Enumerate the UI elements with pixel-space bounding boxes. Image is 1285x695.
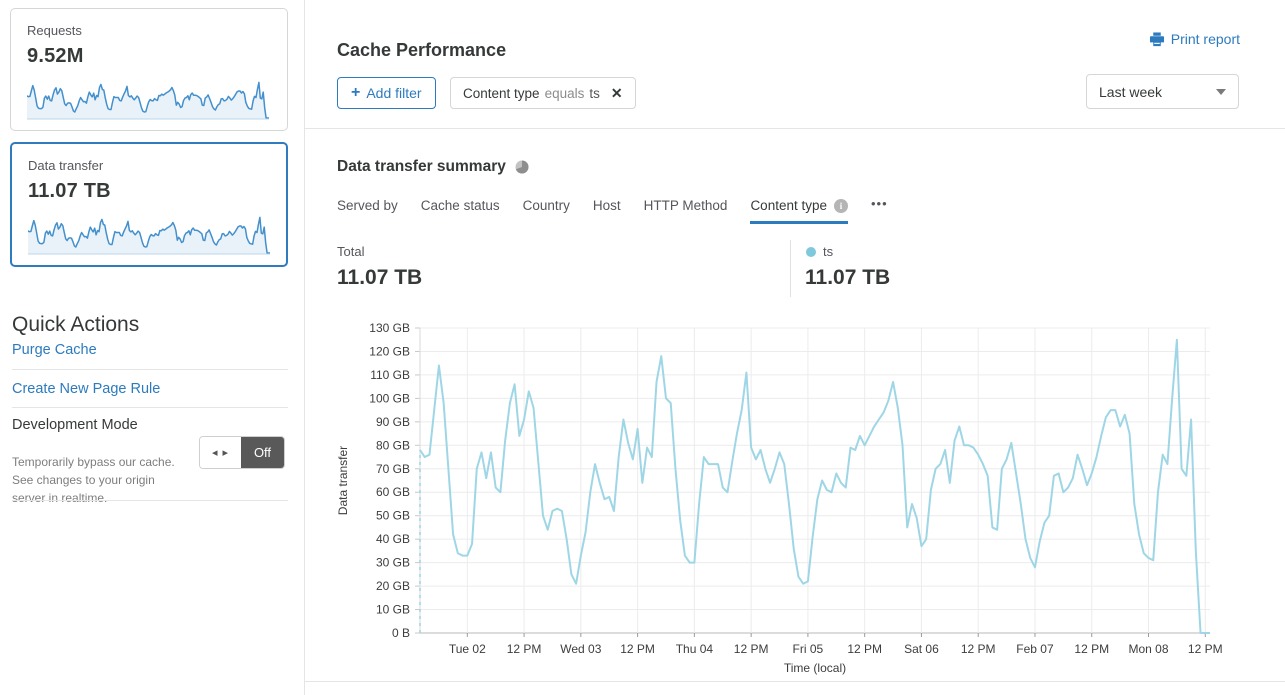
tab-country[interactable]: Country [523,198,570,224]
svg-text:12 PM: 12 PM [507,642,542,656]
total-label: Total [337,244,365,259]
svg-text:80 GB: 80 GB [376,438,410,452]
divider [305,128,1285,129]
dev-mode-toggle[interactable]: ◂ ▸ Off [199,436,285,469]
data-transfer-card[interactable]: Data transfer 11.07 TB [10,142,288,267]
total-value: 11.07 TB [337,266,423,289]
requests-card-label: Requests [27,23,82,38]
sidebar: Requests 9.52M Data transfer 11.07 TB Qu… [0,0,305,695]
requests-sparkline [27,81,269,120]
dev-mode-title: Development Mode [12,417,138,433]
add-filter-button[interactable]: + Add filter [337,77,436,109]
divider [790,240,791,297]
svg-text:90 GB: 90 GB [376,415,410,429]
svg-text:60 GB: 60 GB [376,485,410,499]
print-report-link[interactable]: Print report [1149,31,1240,47]
filter-value: ts [589,85,600,101]
plus-icon: + [351,83,361,101]
svg-text:12 PM: 12 PM [1074,642,1109,656]
create-page-rule-link[interactable]: Create New Page Rule [12,381,161,397]
divider [12,407,288,408]
tab-cache-status[interactable]: Cache status [421,198,500,224]
dev-mode-description: Temporarily bypass our cache. See change… [12,455,175,505]
svg-text:12 PM: 12 PM [847,642,882,656]
tab-label: Served by [337,198,398,213]
series-name: ts [823,244,834,259]
svg-text:10 GB: 10 GB [376,603,410,617]
filter-operator: equals [544,85,585,101]
purge-cache-link[interactable]: Purge Cache [12,342,97,358]
svg-text:110 GB: 110 GB [370,368,410,382]
svg-text:30 GB: 30 GB [376,556,410,570]
data-transfer-card-label: Data transfer [28,158,104,173]
remove-filter-icon[interactable]: ✕ [610,84,623,101]
page-title: Cache Performance [337,40,507,61]
summary-title-text: Data transfer summary [337,158,506,175]
divider [305,681,1285,682]
toggle-arrows-icon: ◂ ▸ [200,437,241,468]
svg-text:0 B: 0 B [392,626,410,640]
print-report-label: Print report [1170,31,1240,47]
svg-text:70 GB: 70 GB [376,462,410,476]
printer-icon [1149,31,1164,46]
series-value: 11.07 TB [805,266,891,289]
tab-label: Content type [750,198,827,213]
summary-tabs: Served by Cache status Country Host HTTP Met… [337,196,888,224]
time-range-select[interactable]: Last week [1086,74,1239,109]
svg-text:Feb 07: Feb 07 [1016,642,1054,656]
svg-text:50 GB: 50 GB [376,509,410,523]
tab-host[interactable]: Host [593,198,621,224]
tab-label: HTTP Method [643,198,728,213]
filter-field: Content type [463,85,540,101]
svg-text:Sat 06: Sat 06 [904,642,939,656]
time-range-value: Last week [1099,83,1163,100]
svg-text:130 GB: 130 GB [369,321,410,335]
tab-content-type[interactable]: Content type i [750,198,848,224]
data-transfer-card-value: 11.07 TB [28,180,111,202]
time-period-pie-icon [515,160,529,174]
svg-text:20 GB: 20 GB [376,579,410,593]
svg-text:12 PM: 12 PM [620,642,655,656]
toggle-state-label: Off [241,437,284,468]
add-filter-label: Add filter [366,85,422,101]
tab-served-by[interactable]: Served by [337,198,398,224]
tab-label: Cache status [420,198,500,213]
data-transfer-chart[interactable]: 0 B 10 GB 20 GB 30 GB 40 GB 50 GB 60 GB 70 GB 80… [330,315,1225,680]
requests-card[interactable]: Requests 9.52M [10,8,288,131]
tab-label: Country [522,198,570,213]
chevron-down-icon [1216,88,1226,95]
requests-card-value: 9.52M [27,45,84,67]
data-transfer-sparkline [28,216,270,255]
svg-text:Data transfer: Data transfer [336,446,350,515]
quick-actions-title: Quick Actions [12,313,140,337]
more-tabs-icon[interactable]: ••• [871,196,888,211]
svg-text:40 GB: 40 GB [376,532,410,546]
filter-chip[interactable]: Content type equals ts ✕ [450,77,636,109]
tab-label: Host [592,198,621,213]
summary-title: Data transfer summary [337,158,529,176]
svg-text:Thu 04: Thu 04 [676,642,714,656]
svg-text:Fri 05: Fri 05 [793,642,824,656]
divider [12,369,288,370]
divider [12,500,288,501]
svg-text:100 GB: 100 GB [369,391,410,405]
series-legend: ts [806,244,833,259]
svg-text:Mon 08: Mon 08 [1128,642,1168,656]
svg-text:Time (local): Time (local) [784,661,846,675]
tab-http-method[interactable]: HTTP Method [644,198,728,224]
svg-text:Wed 03: Wed 03 [560,642,601,656]
series-color-dot [806,246,816,257]
svg-text:12 PM: 12 PM [734,642,769,656]
svg-text:Tue 02: Tue 02 [449,642,486,656]
svg-text:12 PM: 12 PM [1188,642,1223,656]
svg-text:12 PM: 12 PM [961,642,996,656]
svg-text:120 GB: 120 GB [369,344,410,358]
series-line-ts [419,338,1210,634]
info-icon[interactable]: i [834,198,848,213]
